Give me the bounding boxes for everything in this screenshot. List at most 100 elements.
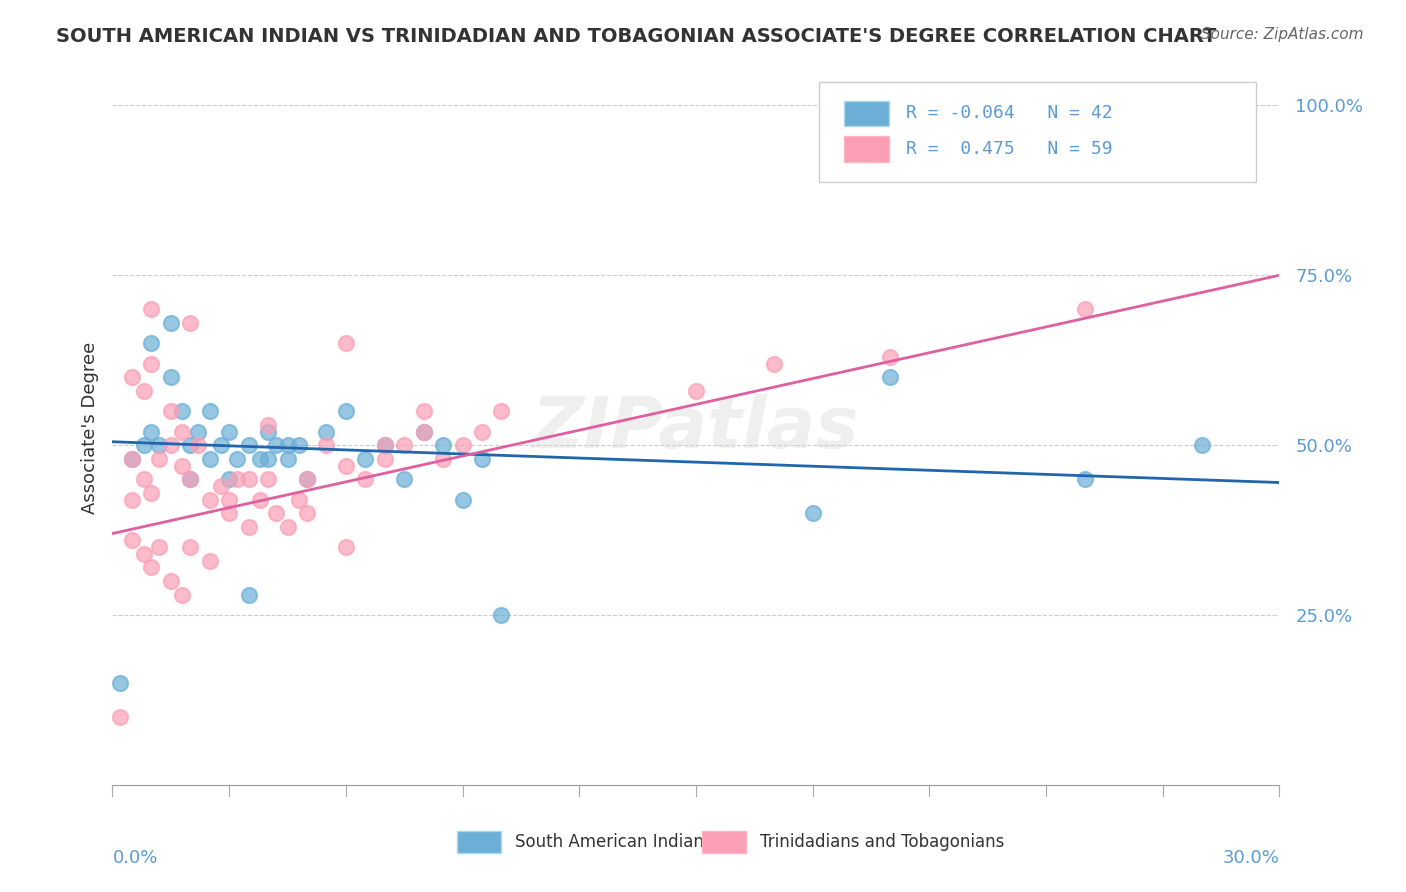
Point [198, 451, 221, 466]
Point [179, 316, 201, 330]
Point [257, 472, 280, 486]
Point [491, 608, 513, 623]
Point [354, 451, 377, 466]
Point [141, 425, 163, 439]
FancyBboxPatch shape [818, 82, 1256, 182]
Point [412, 404, 434, 418]
Point [132, 472, 155, 486]
Point [471, 425, 494, 439]
Point [179, 540, 201, 554]
Point [879, 370, 901, 384]
Point [276, 438, 298, 452]
Text: 0.0%: 0.0% [112, 849, 157, 867]
Point [160, 370, 183, 384]
FancyBboxPatch shape [702, 831, 747, 853]
Point [132, 438, 155, 452]
Point [276, 451, 298, 466]
Point [288, 492, 311, 507]
Point [132, 384, 155, 398]
Point [288, 438, 311, 452]
Point [374, 438, 396, 452]
Point [172, 588, 194, 602]
Point [226, 451, 249, 466]
Point [160, 438, 183, 452]
Point [432, 438, 454, 452]
Point [295, 472, 318, 486]
Point [121, 533, 143, 548]
Point [172, 425, 194, 439]
Point [354, 472, 377, 486]
Point [160, 316, 183, 330]
Y-axis label: Associate's Degree: Associate's Degree [80, 342, 98, 515]
Point [1191, 438, 1213, 452]
Point [491, 404, 513, 418]
Point [257, 417, 280, 432]
Point [121, 370, 143, 384]
Point [226, 472, 249, 486]
FancyBboxPatch shape [844, 136, 889, 162]
Text: R =  0.475   N = 59: R = 0.475 N = 59 [905, 140, 1112, 158]
Point [394, 472, 416, 486]
Point [335, 404, 357, 418]
Point [160, 574, 183, 588]
Point [801, 506, 824, 520]
Point [172, 458, 194, 473]
Point [335, 336, 357, 351]
Text: SOUTH AMERICAN INDIAN VS TRINIDADIAN AND TOBAGONIAN ASSOCIATE'S DEGREE CORRELATI: SOUTH AMERICAN INDIAN VS TRINIDADIAN AND… [56, 27, 1216, 45]
Point [471, 451, 494, 466]
Point [276, 519, 298, 533]
Point [179, 438, 201, 452]
Point [374, 438, 396, 452]
Point [432, 451, 454, 466]
Text: ZIPatlas: ZIPatlas [533, 393, 859, 463]
Point [141, 302, 163, 317]
Point [121, 451, 143, 466]
Point [315, 425, 337, 439]
Point [879, 350, 901, 364]
Point [1191, 153, 1213, 167]
Point [295, 506, 318, 520]
Point [179, 472, 201, 486]
Point [295, 472, 318, 486]
Point [238, 588, 260, 602]
Point [179, 472, 201, 486]
Point [187, 425, 209, 439]
Point [198, 492, 221, 507]
Point [257, 425, 280, 439]
Point [187, 438, 209, 452]
Point [264, 438, 287, 452]
Point [412, 425, 434, 439]
Point [1074, 302, 1097, 317]
Point [335, 458, 357, 473]
Point [110, 710, 132, 724]
Point [160, 404, 183, 418]
Point [121, 451, 143, 466]
Point [218, 425, 240, 439]
Point [238, 472, 260, 486]
Text: 30.0%: 30.0% [1223, 849, 1279, 867]
Point [335, 540, 357, 554]
Point [110, 676, 132, 690]
Point [374, 451, 396, 466]
Text: South American Indians: South American Indians [515, 833, 713, 851]
Point [209, 438, 232, 452]
Point [141, 357, 163, 371]
Point [141, 560, 163, 574]
Point [412, 425, 434, 439]
Point [209, 479, 232, 493]
Point [141, 485, 163, 500]
Point [218, 492, 240, 507]
Text: Source: ZipAtlas.com: Source: ZipAtlas.com [1201, 27, 1364, 42]
FancyBboxPatch shape [457, 831, 501, 853]
Point [132, 547, 155, 561]
Point [1074, 472, 1097, 486]
Point [141, 336, 163, 351]
Point [451, 492, 474, 507]
Point [238, 519, 260, 533]
Point [218, 506, 240, 520]
Point [249, 451, 271, 466]
Point [762, 357, 785, 371]
Point [148, 451, 170, 466]
Point [172, 404, 194, 418]
Point [315, 438, 337, 452]
